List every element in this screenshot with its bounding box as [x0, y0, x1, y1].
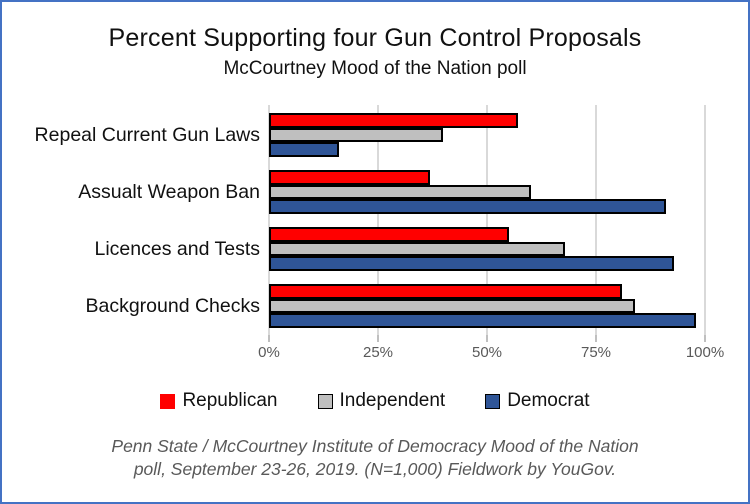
source-note-line1: Penn State / McCourtney Institute of Dem…: [111, 436, 639, 456]
x-tick-label-25: 25%: [362, 344, 394, 361]
x-tick-label-100: 100%: [685, 344, 725, 361]
bar-independent-background-checks: [269, 298, 636, 314]
bar-group-assualt-weapon-ban: [269, 170, 705, 214]
category-label-assualt-weapon-ban: Assualt Weapon Ban: [78, 180, 260, 203]
category-label-licences-and-tests: Licences and Tests: [94, 237, 261, 260]
plot-area: [268, 105, 706, 342]
legend-item-independent: Independent: [317, 390, 446, 412]
bar-democrat-background-checks: [269, 313, 697, 328]
source-note-line2: poll, September 23-26, 2019. (N=1,000) F…: [133, 459, 617, 479]
bar-republican-assualt-weapon-ban: [269, 170, 431, 185]
legend-swatch-independent: [317, 393, 333, 409]
x-tick-label-50: 50%: [471, 344, 503, 361]
bar-republican-background-checks: [269, 284, 623, 299]
category-label-background-checks: Background Checks: [85, 294, 260, 317]
legend-label-independent: Independent: [339, 390, 446, 411]
bar-group-repeal-current-gun-laws: [269, 113, 705, 157]
chart-title: Percent Supporting four Gun Control Prop…: [108, 24, 642, 52]
bar-democrat-assualt-weapon-ban: [269, 199, 666, 214]
bar-democrat-repeal-current-gun-laws: [269, 142, 339, 157]
bar-independent-repeal-current-gun-laws: [269, 127, 444, 143]
gridline-50: [486, 105, 488, 335]
bar-independent-licences-and-tests: [269, 241, 566, 257]
bar-republican-licences-and-tests: [269, 227, 509, 242]
bar-group-licences-and-tests: [269, 227, 705, 271]
gridline-25: [377, 105, 379, 335]
category-label-repeal-current-gun-laws: Repeal Current Gun Laws: [34, 123, 260, 146]
gridline-0: [268, 105, 270, 335]
axis-tick-75: [595, 335, 597, 342]
x-tick-label-75: 75%: [580, 344, 612, 361]
legend-swatch-democrat: [485, 393, 501, 409]
axis-tick-25: [377, 335, 379, 342]
source-note: Penn State / McCourtney Institute of Dem…: [2, 435, 748, 481]
axis-tick-50: [486, 335, 488, 342]
legend-swatch-republican: [160, 393, 176, 409]
legend-item-republican: Republican: [160, 390, 278, 412]
axis-tick-100: [704, 335, 706, 342]
gridline-100: [704, 105, 706, 335]
gridline-75: [595, 105, 597, 335]
legend-label-democrat: Democrat: [507, 390, 590, 411]
bar-group-background-checks: [269, 284, 705, 328]
bar-democrat-licences-and-tests: [269, 256, 675, 271]
bar-independent-assualt-weapon-ban: [269, 184, 531, 200]
axis-tick-0: [268, 335, 270, 342]
legend-label-republican: Republican: [182, 390, 278, 411]
bar-republican-repeal-current-gun-laws: [269, 113, 518, 128]
x-tick-label-0: 0%: [258, 344, 280, 361]
chart-subtitle: McCourtney Mood of the Nation poll: [223, 58, 527, 79]
legend: Republican Independent Democrat: [2, 390, 748, 412]
legend-item-democrat: Democrat: [485, 390, 590, 412]
